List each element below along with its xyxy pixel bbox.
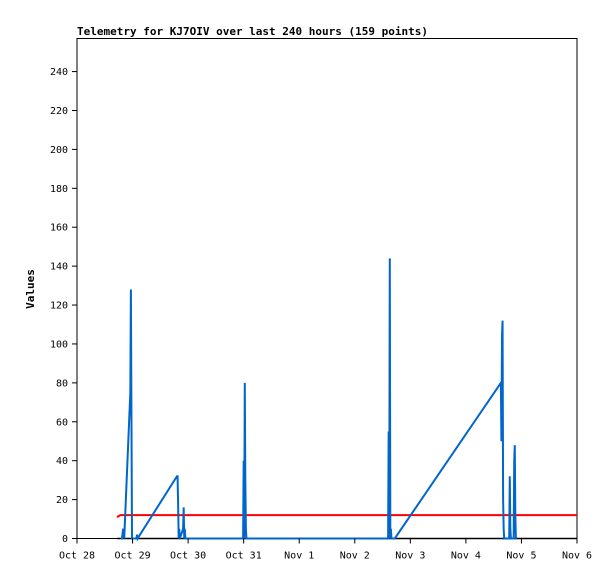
x-tick-label: Nov 2: [340, 551, 370, 562]
chart-title: Telemetry for KJ7OIV over last 240 hours…: [77, 25, 428, 38]
series-line-2: [120, 258, 517, 542]
y-tick-label: 40: [56, 456, 68, 467]
y-tick-label: 240: [50, 67, 68, 78]
series-line-0: [116, 514, 577, 518]
y-tick-label: 220: [50, 106, 68, 117]
y-tick-label: 200: [50, 145, 68, 156]
x-tick-label: Nov 3: [395, 551, 425, 562]
x-axis: Oct 28 Oct 29 Oct 30 Oct 31 Nov 1 Nov 2 Nov 3 N…: [59, 538, 592, 562]
y-tick-label: 120: [50, 301, 68, 312]
y-tick-label: 60: [56, 417, 68, 428]
x-tick-label: Nov 4: [451, 551, 481, 562]
x-tick-label: Nov 5: [506, 551, 536, 562]
y-tick-label: 0: [62, 534, 68, 545]
y-tick-label: 100: [50, 339, 68, 350]
x-tick-label: Oct 31: [226, 551, 262, 562]
x-tick-label: Nov 1: [284, 551, 314, 562]
y-axis-label: Values: [24, 269, 37, 309]
y-axis: 0 20 40 60 80 100 120 140 160 180 200 220 240: [50, 67, 77, 545]
y-tick-label: 180: [50, 184, 68, 195]
series-layer: [116, 258, 577, 542]
x-tick-label: Oct 28: [59, 551, 95, 562]
y-tick-label: 160: [50, 223, 68, 234]
x-tick-label: Oct 30: [170, 551, 206, 562]
y-tick-label: 140: [50, 262, 68, 273]
x-tick-label: Nov 6: [562, 551, 592, 562]
y-tick-label: 80: [56, 378, 68, 389]
x-tick-label: Oct 29: [114, 551, 150, 562]
y-tick-label: 20: [56, 495, 68, 506]
